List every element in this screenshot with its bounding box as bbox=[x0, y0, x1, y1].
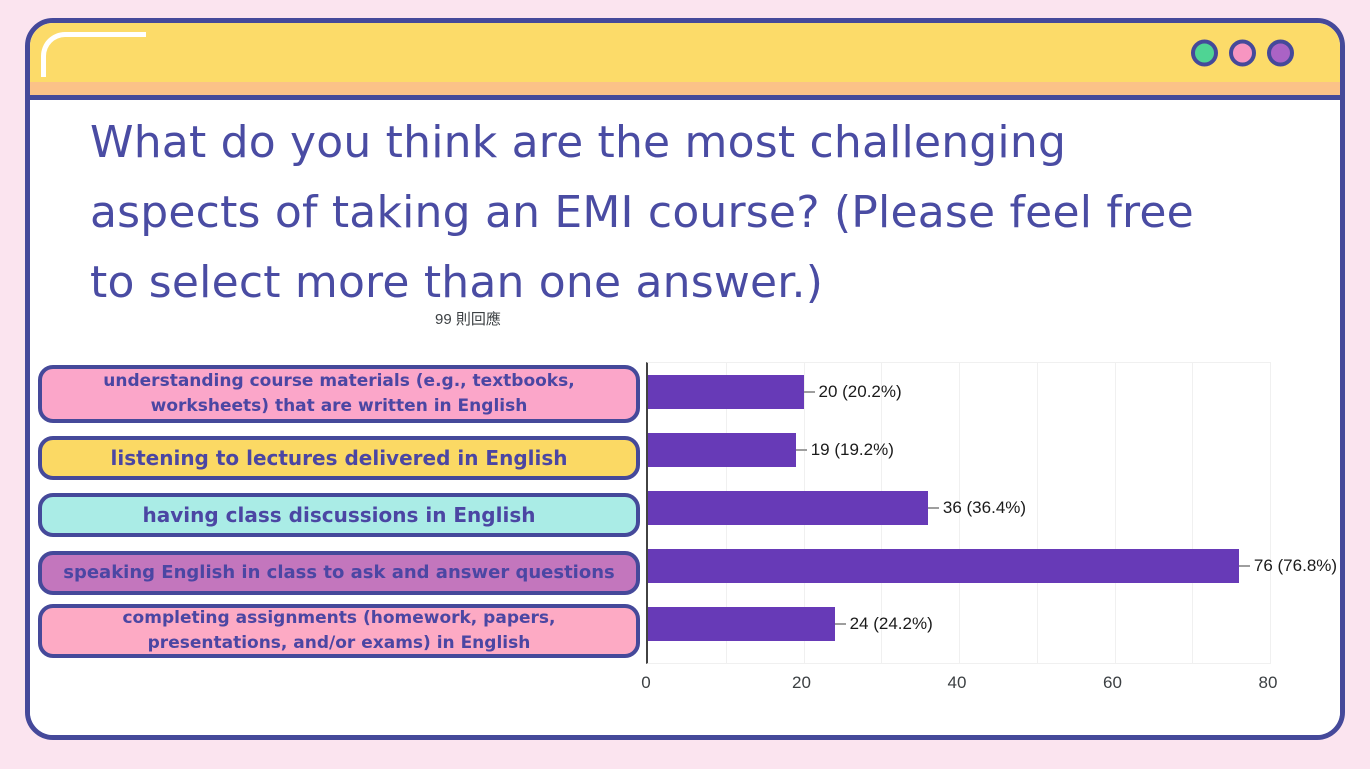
label-leader-line bbox=[927, 507, 939, 509]
bar-row: 24 (24.2%) bbox=[648, 595, 1270, 653]
responses-count: 99 則回應 bbox=[435, 311, 501, 328]
gridline bbox=[1036, 363, 1038, 663]
answer-options-list: understanding course materials (e.g., te… bbox=[38, 365, 640, 658]
chart-plot-area: 20 (20.2%) 19 (19.2%) 36 (36.4%) 76 (76.8%)… bbox=[646, 362, 1337, 664]
gridline bbox=[1114, 363, 1116, 663]
gridline bbox=[1192, 363, 1194, 663]
titlebar-shadow-strip bbox=[30, 82, 1340, 100]
window-button-pink[interactable] bbox=[1229, 39, 1256, 66]
bar-value-label: 20 (20.2%) bbox=[818, 382, 902, 401]
window-button-green[interactable] bbox=[1191, 39, 1218, 66]
answer-option-label: listening to lectures delivered in Engli… bbox=[110, 445, 568, 470]
bar-row: 20 (20.2%) bbox=[648, 363, 1270, 421]
label-leader-line bbox=[795, 449, 807, 451]
x-axis-tick-label: 40 bbox=[947, 673, 967, 692]
answer-option-label: having class discussions in English bbox=[142, 502, 536, 527]
slide-content: What do you think are the most challengi… bbox=[30, 100, 1340, 735]
x-axis-tick-label: 80 bbox=[1258, 673, 1278, 692]
window-titlebar bbox=[30, 23, 1340, 82]
titlebar-highlight-stroke bbox=[41, 32, 146, 77]
bar bbox=[648, 607, 835, 641]
gridline bbox=[959, 363, 960, 663]
bar-value-label: 24 (24.2%) bbox=[849, 614, 933, 633]
bar-value-label: 19 (19.2%) bbox=[810, 440, 894, 459]
answer-option: having class discussions in English bbox=[38, 493, 640, 537]
answer-option-label: understanding course materials (e.g., te… bbox=[103, 371, 575, 416]
bar-row: 19 (19.2%) bbox=[648, 421, 1270, 479]
answer-option-label: completing assignments (homework, papers… bbox=[122, 608, 556, 653]
bar bbox=[648, 491, 928, 525]
bar-row: 36 (36.4%) bbox=[648, 479, 1270, 537]
bar-value-label: 76 (76.8%) bbox=[1253, 556, 1338, 575]
answer-option: speaking English in class to ask and ans… bbox=[38, 551, 640, 595]
x-axis-tick-label: 0 bbox=[641, 673, 651, 692]
chart-x-axis: 0 20 40 60 80 bbox=[641, 673, 1277, 701]
label-leader-line bbox=[834, 623, 846, 625]
label-leader-line bbox=[803, 391, 815, 393]
bar-row: 76 (76.8%) bbox=[648, 537, 1337, 595]
x-axis-tick-label: 60 bbox=[1103, 673, 1122, 692]
answer-option: listening to lectures delivered in Engli… bbox=[38, 436, 640, 480]
bar-chart: 20 (20.2%) 19 (19.2%) 36 (36.4%) 76 (76.8%)… bbox=[641, 362, 1337, 701]
bar bbox=[648, 375, 804, 409]
answer-option: understanding course materials (e.g., te… bbox=[38, 365, 640, 423]
bar bbox=[648, 549, 1239, 583]
answer-option: completing assignments (homework, papers… bbox=[38, 604, 640, 658]
label-leader-line bbox=[1238, 565, 1250, 567]
answer-option-label: speaking English in class to ask and ans… bbox=[63, 561, 615, 583]
bar bbox=[648, 433, 796, 467]
question-title: What do you think are the most challengi… bbox=[90, 117, 1194, 308]
window-control-buttons bbox=[1191, 39, 1294, 66]
window-button-purple[interactable] bbox=[1267, 39, 1294, 66]
browser-window-frame: What do you think are the most challengi… bbox=[25, 18, 1345, 740]
x-axis-tick-label: 20 bbox=[792, 673, 811, 692]
bar-value-label: 36 (36.4%) bbox=[942, 498, 1027, 517]
